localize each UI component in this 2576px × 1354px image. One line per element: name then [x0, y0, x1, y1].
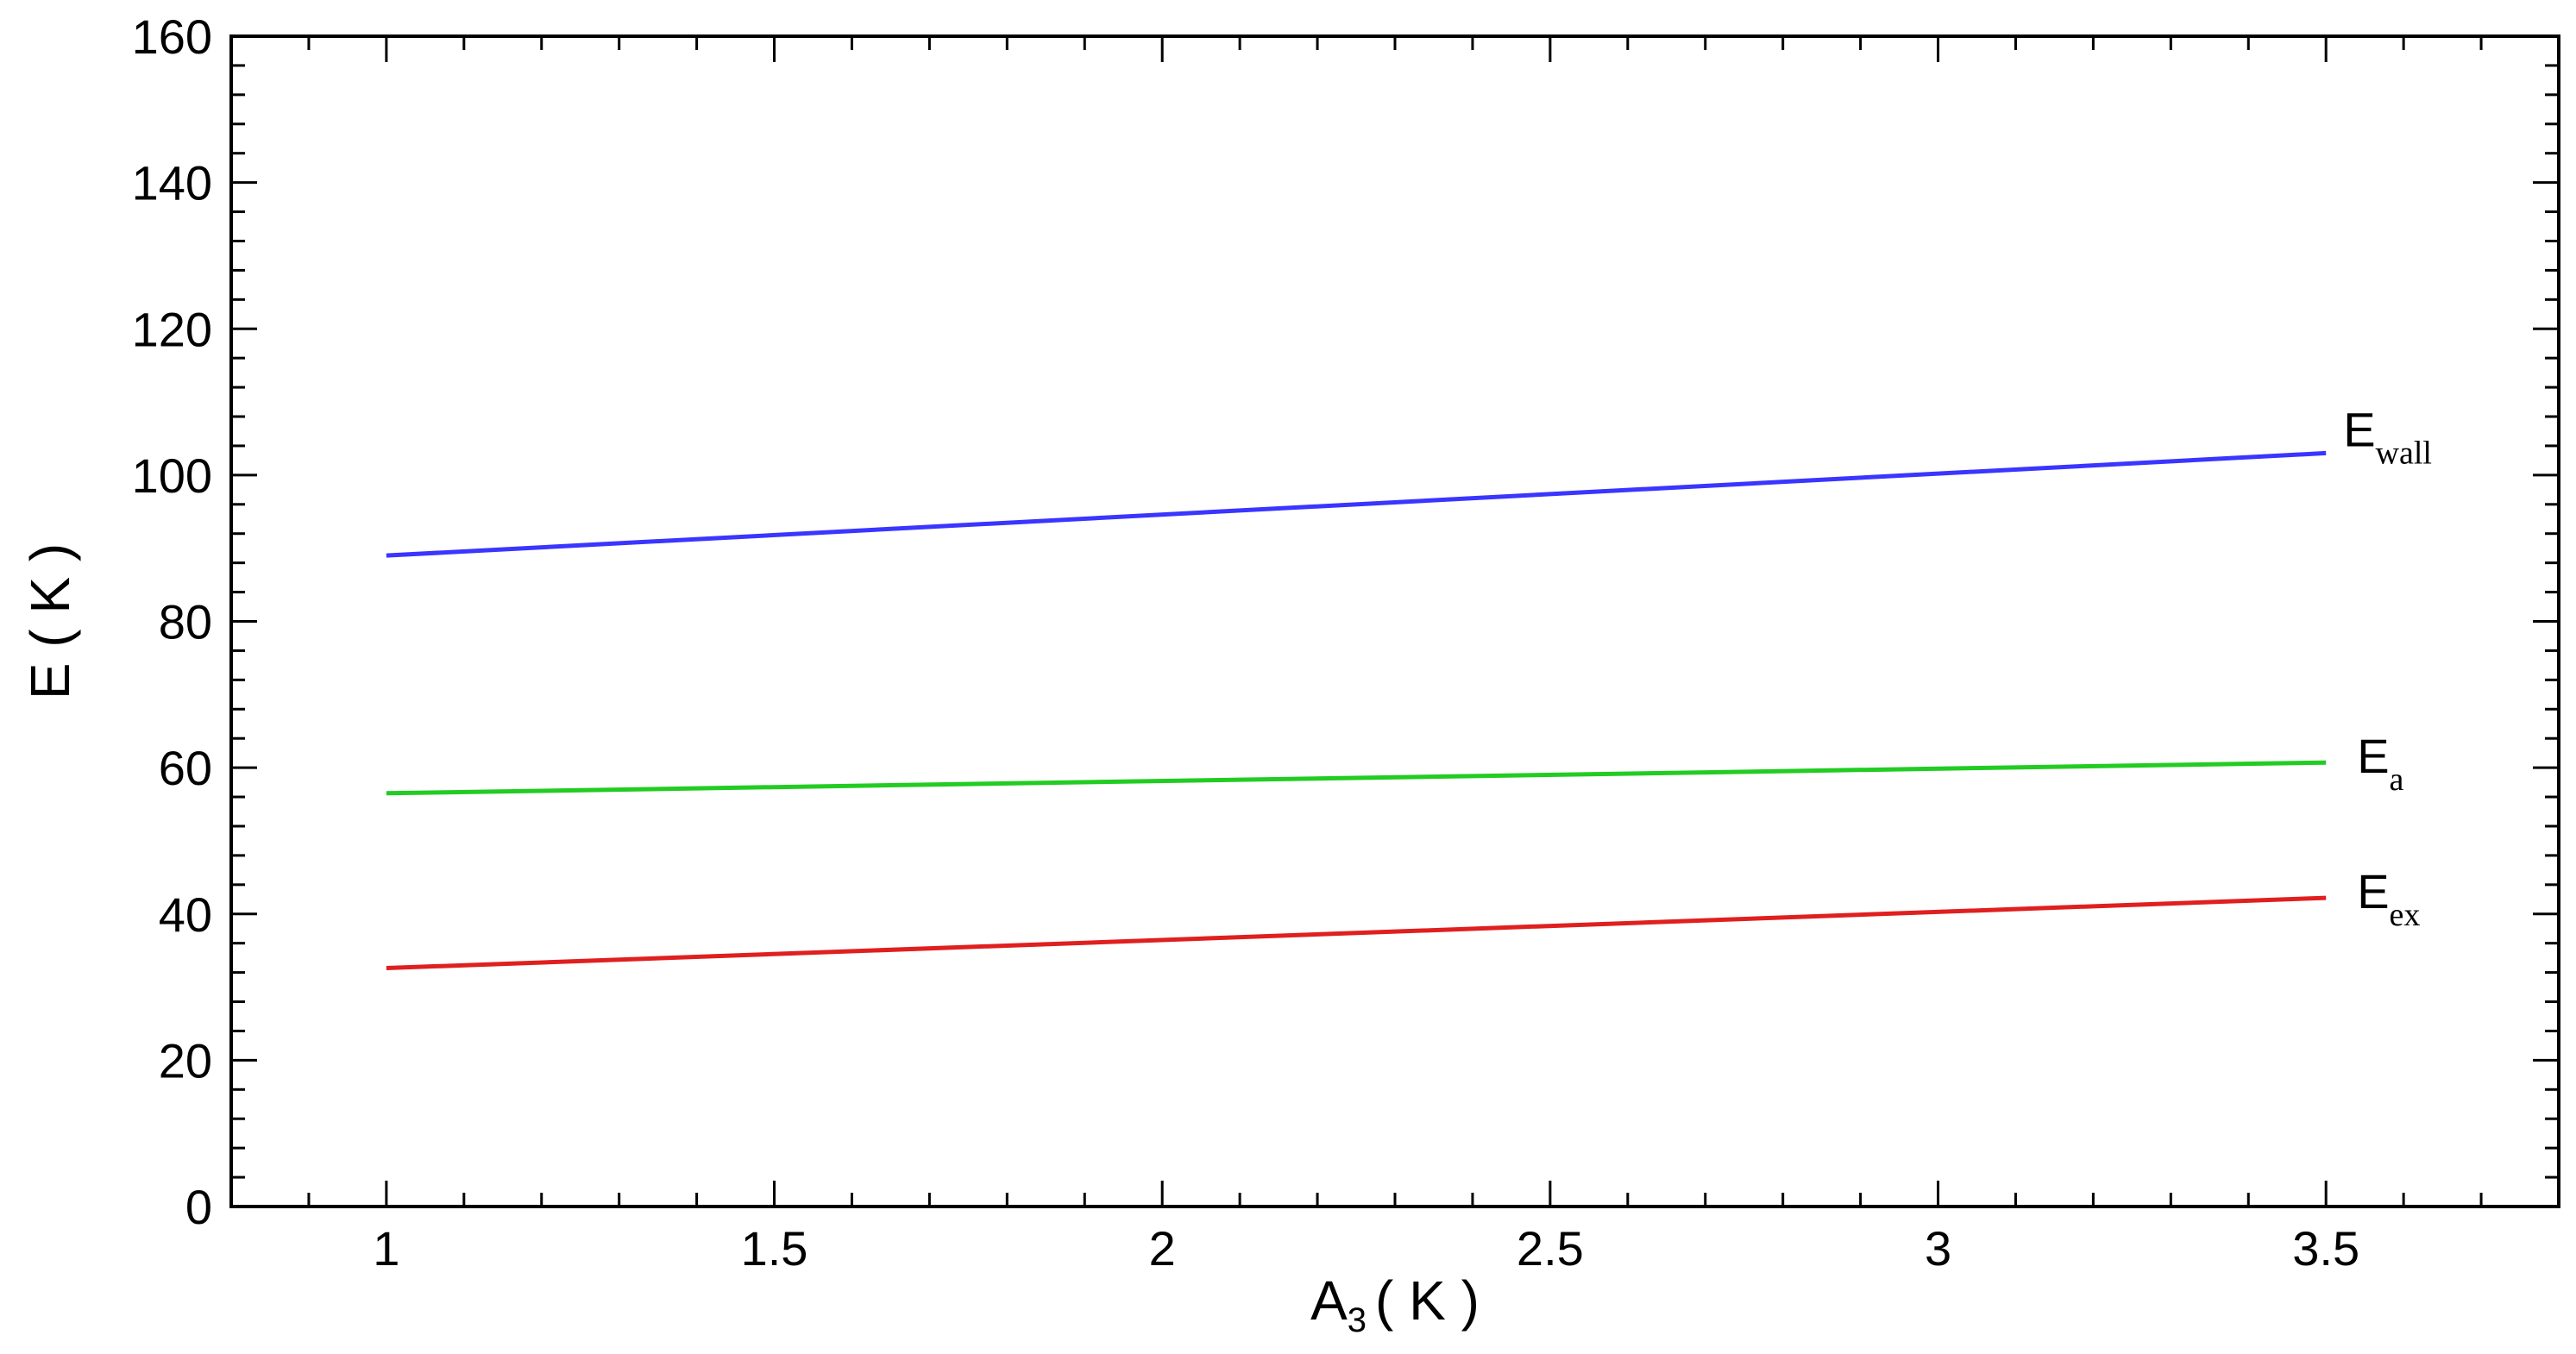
plot-frame	[229, 34, 2560, 1208]
series-line-a	[386, 760, 2327, 796]
y-tick-label: 0	[185, 1180, 212, 1234]
x-axis-title: A3( K )	[1310, 1269, 1480, 1339]
tick-labels: 1 1.5 2 2.5 3 3.5 0 20 40 60 80 100 120 140 160	[132, 9, 2360, 1276]
y-tick-label: 120	[132, 302, 212, 356]
series-labels: Ewall Ea Eex	[2343, 402, 2432, 933]
x-axis-title-subscript: 3	[1348, 1301, 1367, 1339]
axis-ticks	[231, 34, 2559, 1208]
x-axis-title-main: A	[1310, 1269, 1348, 1332]
y-tick-label: 100	[132, 448, 212, 503]
x-tick-label: 1	[373, 1221, 399, 1276]
x-tick-label: 3	[1925, 1221, 1951, 1276]
series-label-a: Ea	[2357, 729, 2403, 798]
series-line-wall	[386, 450, 2327, 558]
y-tick-label: 40	[159, 887, 212, 942]
y-tick-label: 160	[132, 9, 212, 64]
x-tick-label: 2.5	[1517, 1221, 1584, 1276]
y-tick-label: 140	[132, 156, 212, 210]
y-tick-label: 60	[159, 741, 212, 795]
x-tick-label: 3.5	[2292, 1221, 2359, 1276]
y-axis-title: E ( K )	[19, 543, 81, 699]
x-axis-title-unit: ( K )	[1375, 1269, 1480, 1332]
series-lines	[386, 450, 2327, 971]
series-label-ex: Eex	[2357, 864, 2420, 933]
x-tick-label: 2	[1149, 1221, 1176, 1276]
x-tick-label: 1.5	[741, 1221, 808, 1276]
y-tick-label: 20	[159, 1033, 212, 1088]
y-tick-label: 80	[159, 595, 212, 649]
series-line-ex	[386, 895, 2327, 971]
series-label-wall: Ewall	[2343, 402, 2432, 471]
